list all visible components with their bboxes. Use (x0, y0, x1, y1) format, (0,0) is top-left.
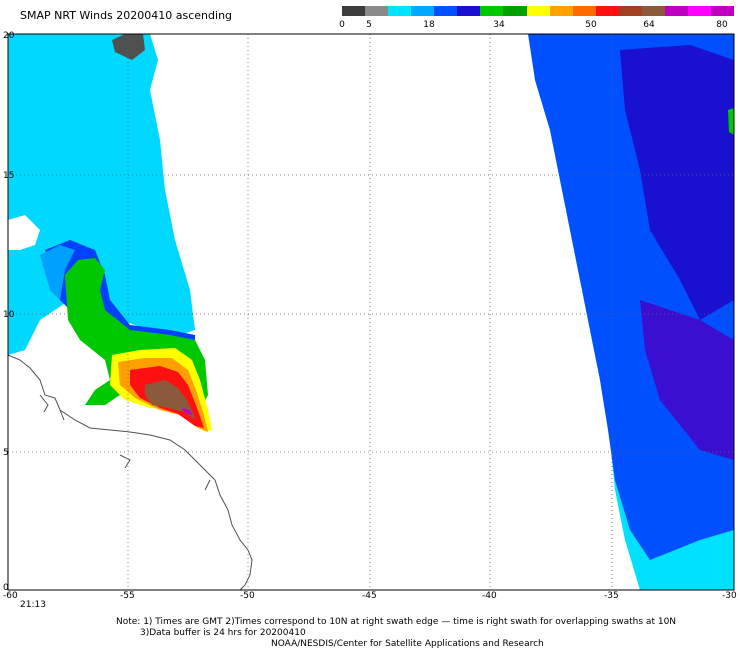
colorbar-label: 50 (585, 20, 597, 30)
colorbar-segment (572, 6, 596, 16)
colorbar-segment (434, 6, 458, 16)
x-tick: -50 (240, 591, 255, 601)
x-tick: -60 (3, 591, 18, 601)
y-tick: 0 (3, 583, 9, 593)
y-tick-labels: 0 5 10 15 20 (3, 31, 15, 593)
left-swath-gap (8, 215, 40, 250)
storm-magenta (182, 408, 192, 415)
left-swath-lightblue (40, 245, 75, 300)
colorbar-segment (641, 6, 665, 16)
wind-speed-colorbar (342, 6, 735, 16)
colorbar-segment (480, 6, 504, 16)
x-tick: -30 (722, 591, 737, 601)
colorbar-segment (388, 6, 412, 16)
colorbar-segment (687, 6, 711, 16)
left-swath-dark (112, 34, 145, 60)
y-tick: 10 (3, 310, 15, 320)
plot-frame (7, 33, 735, 591)
colorbar-label: 34 (493, 20, 505, 30)
colorbar-segment (526, 6, 550, 16)
footnote: Note: 1) Times are GMT 2)Times correspon… (116, 617, 736, 650)
colorbar-label: 64 (643, 20, 655, 30)
x-tick: -45 (362, 591, 377, 601)
colorbar-segment (342, 6, 366, 16)
wind-swath-layer (8, 34, 734, 590)
colorbar-segment (411, 6, 435, 16)
y-tick: 20 (3, 31, 15, 41)
map-title: SMAP NRT Winds 20200410 ascending (20, 9, 233, 22)
colorbar-segment (595, 6, 619, 16)
x-tick: -40 (482, 591, 497, 601)
colorbar-segment (664, 6, 688, 16)
coastline-layer (7, 354, 253, 591)
colorbar-label: 5 (366, 20, 372, 30)
colorbar-label: 0 (339, 20, 345, 30)
colorbar-segment (549, 6, 573, 16)
note-line-2: 3)Data buffer is 24 hrs for 20200410 (140, 628, 306, 638)
x-tick: -35 (604, 591, 619, 601)
y-tick: 15 (3, 171, 14, 181)
x-tick: -55 (120, 591, 135, 601)
colorbar-segment (618, 6, 642, 16)
colorbar-segment (711, 6, 735, 16)
colorbar-segment (457, 6, 481, 16)
colorbar-segment (365, 6, 389, 16)
note-line-1: Note: 1) Times are GMT 2)Times correspon… (116, 617, 677, 627)
coastline-inlet (39, 394, 211, 491)
coastline (7, 354, 253, 591)
right-swath-darkblue (620, 45, 734, 320)
right-swath-violet (640, 300, 734, 460)
time-label: 21:13 (20, 600, 46, 610)
colorbar-segment (503, 6, 527, 16)
y-tick: 5 (3, 448, 9, 458)
colorbar-label: 18 (423, 20, 435, 30)
note-line-3: NOAA/NESDIS/Center for Satellite Applica… (271, 639, 544, 649)
colorbar-label: 80 (716, 20, 728, 30)
x-tick-labels: -60 -55 -50 -45 -40 -35 -30 (3, 591, 737, 601)
right-swath-green-edge (728, 108, 734, 135)
grid-layer (8, 34, 734, 590)
